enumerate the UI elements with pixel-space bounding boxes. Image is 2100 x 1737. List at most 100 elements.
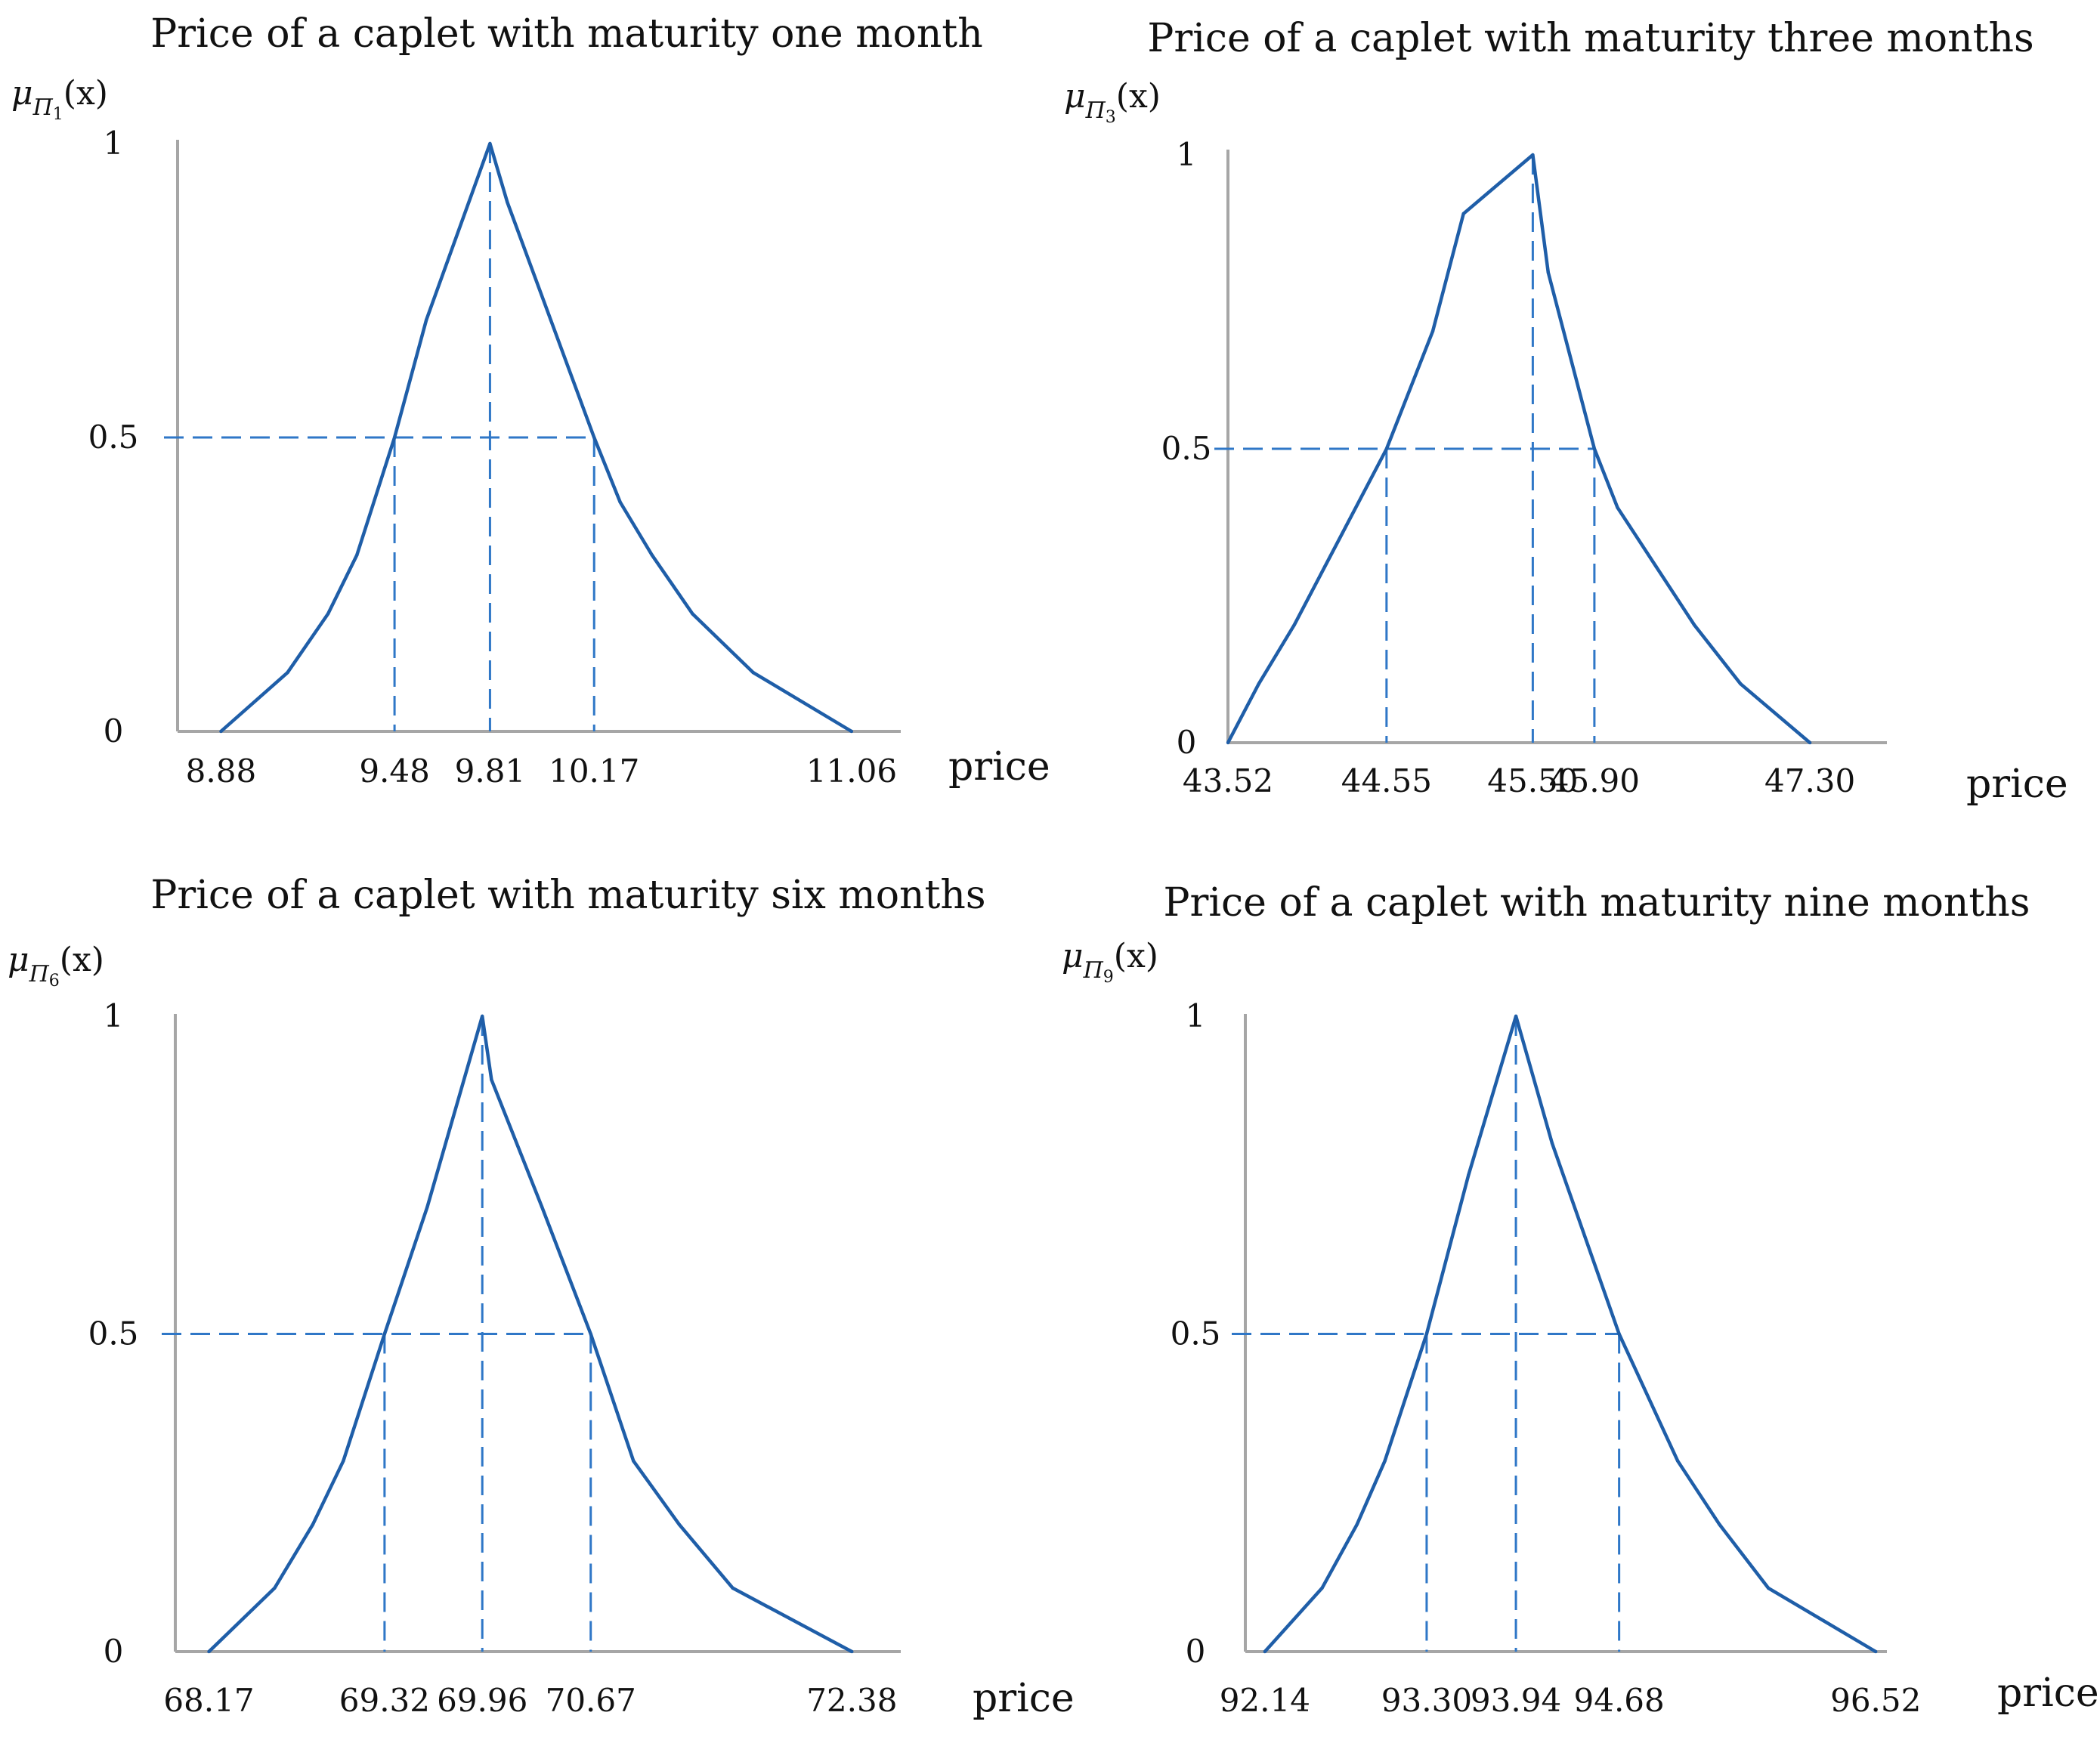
chart-panel-six-months: Price of a caplet with maturity six mont… — [8, 873, 1075, 1721]
data-point — [751, 671, 755, 675]
y-tick-label: 1 — [1177, 136, 1197, 173]
x-tick-label: 69.96 — [437, 1682, 527, 1719]
x-tick-label: 44.55 — [1341, 762, 1432, 799]
x-tick-label: 69.32 — [339, 1682, 430, 1719]
data-point — [1263, 1649, 1267, 1654]
data-point — [1514, 1014, 1518, 1018]
data-point — [731, 1586, 735, 1590]
data-point — [1675, 1459, 1680, 1463]
data-point — [1257, 682, 1260, 686]
chart-title: Price of a caplet with maturity three mo… — [1147, 16, 2034, 61]
x-tick-label: 92.14 — [1220, 1682, 1310, 1719]
data-point — [392, 435, 397, 440]
x-tick-label: 45.90 — [1549, 762, 1640, 799]
data-point — [1654, 564, 1658, 568]
x-tick-label: 9.48 — [359, 753, 430, 790]
y-tick-label: 0.5 — [1171, 1315, 1221, 1352]
data-point — [488, 141, 492, 146]
data-point — [425, 318, 428, 322]
x-tick-label: 47.30 — [1764, 762, 1855, 799]
data-point — [1430, 329, 1435, 333]
data-point — [1384, 447, 1389, 451]
data-point — [342, 1459, 345, 1463]
data-point — [1467, 1173, 1471, 1177]
membership-curve — [207, 1014, 853, 1653]
data-point — [549, 318, 553, 322]
data-point — [540, 1205, 544, 1209]
data-point — [632, 1459, 636, 1463]
data-point — [326, 612, 330, 616]
y-tick-label: 1 — [104, 997, 124, 1034]
data-point — [1766, 1586, 1771, 1590]
y-tick-label: 0 — [104, 1633, 124, 1670]
chart-panel-one-month: Price of a caplet with maturity one mont… — [11, 11, 1050, 790]
y-tick-label: 1 — [1186, 997, 1206, 1034]
data-point — [1874, 1649, 1878, 1654]
data-point — [1693, 623, 1696, 627]
data-point — [589, 1332, 592, 1336]
data-point — [1616, 505, 1619, 509]
data-point — [382, 1332, 387, 1336]
x-tick-label: 96.52 — [1830, 1682, 1921, 1719]
data-point — [1550, 1142, 1554, 1145]
data-point — [592, 435, 596, 440]
x-tick-label: 45.50 — [1487, 762, 1578, 799]
data-point — [1592, 447, 1597, 451]
chart-panel-three-months: Price of a caplet with maturity three mo… — [1064, 16, 2068, 807]
data-point — [1546, 270, 1550, 274]
data-point — [219, 729, 223, 734]
data-point — [207, 1649, 211, 1654]
data-point — [850, 1649, 854, 1654]
x-tick-label: 93.94 — [1471, 1682, 1561, 1719]
data-point — [1424, 1332, 1429, 1336]
x-axis-label: price — [973, 1676, 1075, 1721]
y-tick-label: 0.5 — [88, 1315, 139, 1352]
x-tick-label: 94.68 — [1574, 1682, 1665, 1719]
x-axis-label: price — [1997, 1671, 2099, 1716]
plot-area: 0 0.5 1 8.88 9.48 9.81 10.17 11.06 — [88, 125, 901, 790]
data-point — [481, 1014, 484, 1018]
data-point — [1226, 740, 1230, 745]
data-point — [1739, 682, 1743, 686]
y-tick-label: 0 — [104, 712, 124, 750]
chart-title: Price of a caplet with maturity nine mon… — [1164, 880, 2030, 926]
x-tick-label: 70.67 — [546, 1682, 636, 1719]
y-axis-label: μΠ3(x) — [1064, 77, 1161, 127]
data-point — [650, 553, 654, 557]
data-point — [1292, 623, 1296, 627]
y-tick-label: 0.5 — [88, 419, 139, 456]
chart-title: Price of a caplet with maturity one mont… — [150, 11, 982, 57]
y-tick-label: 0 — [1186, 1633, 1206, 1670]
y-tick-label: 0 — [1177, 724, 1197, 761]
x-tick-label: 68.17 — [163, 1682, 254, 1719]
data-point — [286, 671, 289, 675]
data-point — [1617, 1332, 1621, 1336]
x-tick-label: 93.30 — [1381, 1682, 1472, 1719]
data-point — [311, 1522, 315, 1527]
data-point — [1808, 740, 1812, 745]
y-tick-label: 0.5 — [1161, 430, 1212, 467]
y-tick-label: 1 — [104, 125, 124, 162]
x-tick-label: 11.06 — [806, 753, 897, 790]
chart-panel-nine-months: Price of a caplet with maturity nine mon… — [1062, 880, 2099, 1719]
x-tick-label: 72.38 — [806, 1682, 897, 1719]
x-tick-label: 8.88 — [186, 753, 257, 790]
data-point — [1531, 153, 1535, 157]
x-axis-label: price — [1966, 762, 2068, 807]
data-point — [1383, 1459, 1387, 1463]
x-tick-label: 43.52 — [1183, 762, 1273, 799]
data-point — [677, 1522, 682, 1527]
data-point — [1718, 1522, 1721, 1527]
chart-title: Price of a caplet with maturity six mont… — [150, 873, 985, 918]
data-point — [849, 729, 854, 734]
data-point — [1320, 1586, 1324, 1590]
data-point — [273, 1586, 277, 1590]
data-point — [506, 200, 509, 204]
data-point — [618, 500, 622, 504]
y-axis-label: μΠ6(x) — [8, 941, 104, 991]
y-axis-label: μΠ1(x) — [11, 74, 108, 124]
data-point — [1323, 564, 1327, 568]
